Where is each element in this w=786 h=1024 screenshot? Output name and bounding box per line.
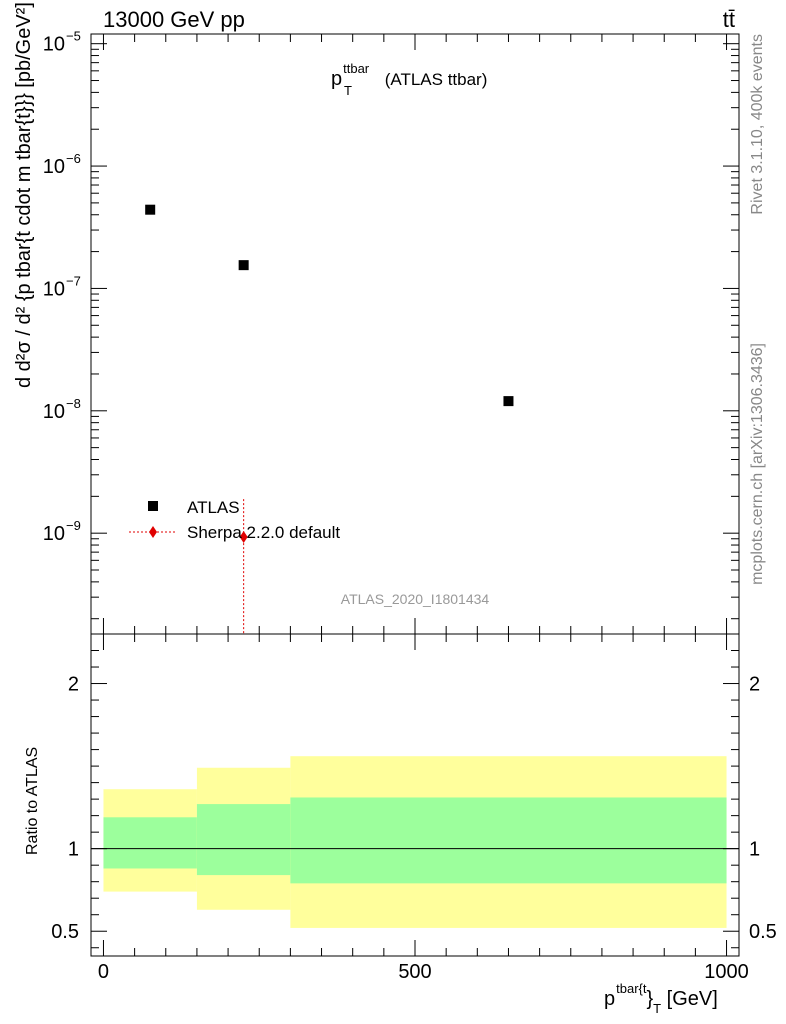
atlas-point	[238, 260, 249, 271]
y-tick-exponent: −9	[66, 518, 81, 533]
y-tick-exponent: −6	[66, 151, 81, 166]
process-label: tt̄	[723, 7, 735, 32]
y-tick-label: 10	[43, 523, 65, 545]
y-tick-label: 10	[43, 401, 65, 423]
stat-uncertainty-band	[103, 817, 197, 869]
ratio-bands	[91, 756, 739, 928]
y-tick-exponent: −8	[66, 396, 81, 411]
title-suffix: (ATLAS ttbar)	[380, 70, 487, 89]
ratio-y-tick-label-left: 0.5	[51, 921, 79, 943]
title-main: p	[331, 68, 342, 90]
y-axis-label: d d²σ / d² {p tbar{t cdot m tbar{t}}} [p…	[13, 2, 35, 388]
ratio-panel: 0.5 0.5 1 1 2 2 Ratio to ATLAS 0 500 1000 ptbar…	[24, 633, 777, 1016]
legend-atlas-label: ATLAS	[187, 498, 240, 517]
legend-sherpa-label: Sherpa 2.2.0 default	[187, 523, 340, 542]
x-label-brace: }	[646, 988, 653, 1010]
ratio-y-axis-label: Ratio to ATLAS	[24, 747, 41, 855]
analysis-watermark: ATLAS_2020_I1801434	[341, 591, 490, 607]
y-tick-label: 10	[43, 278, 65, 300]
legend-atlas-marker	[148, 501, 158, 511]
x-tick-label: 0	[98, 961, 109, 983]
title-sub: T	[344, 83, 352, 98]
legend-sherpa-marker	[149, 526, 157, 538]
ratio-y-tick-label-right: 0.5	[749, 921, 777, 943]
ratio-frame	[90, 633, 740, 957]
x-axis-label: ptbar{t}T [GeV]	[604, 981, 718, 1016]
ratio-y-tick-label-right: 1	[749, 839, 760, 861]
x-tick-label: 500	[398, 961, 431, 983]
main-axis-ticks: 10−910−810−710−610−5	[43, 29, 739, 634]
x-tick-labels: 0 500 1000	[98, 961, 749, 983]
main-data-marks	[145, 204, 514, 634]
x-label-unit: [GeV]	[661, 988, 718, 1010]
y-axis-label-text: d d²σ / d² {p tbar{t cdot m tbar{t}}} [p…	[13, 2, 35, 388]
plot-title: pttbar T (ATLAS ttbar)	[331, 61, 487, 98]
y-tick-exponent: −5	[66, 29, 81, 44]
source-label: mcplots.cern.ch [arXiv:1306.3436]	[749, 343, 766, 585]
energy-label: 13000 GeV pp	[103, 7, 245, 32]
rivet-label: Rivet 3.1.10, 400k events	[749, 34, 766, 215]
x-label-sup: tbar{t	[616, 981, 647, 996]
atlas-point	[145, 204, 156, 215]
atlas-point	[503, 396, 514, 407]
main-frame	[90, 33, 740, 635]
sherpa-point	[239, 531, 248, 544]
ratio-y-tick-label-left: 1	[68, 839, 79, 861]
ratio-axis-ticks: 0.5 0.5 1 1 2 2	[51, 633, 777, 956]
y-tick-exponent: −7	[66, 273, 81, 288]
legend: ATLAS Sherpa 2.2.0 default	[129, 498, 340, 542]
y-tick-label: 10	[43, 34, 65, 56]
y-tick-label: 10	[43, 156, 65, 178]
stat-uncertainty-band	[290, 797, 727, 884]
main-panel: 10−910−810−710−610−5 pttbar T (ATLAS ttba…	[13, 2, 740, 635]
ratio-y-tick-label-right: 2	[749, 674, 760, 696]
ratio-y-axis-label-text: Ratio to ATLAS	[24, 747, 41, 855]
stat-uncertainty-band	[196, 804, 291, 876]
ratio-y-tick-label-left: 2	[68, 674, 79, 696]
title-sup: ttbar	[343, 61, 370, 76]
x-label-sub: T	[653, 1001, 661, 1016]
x-tick-label: 1000	[704, 961, 749, 983]
x-label-main: p	[604, 988, 615, 1010]
